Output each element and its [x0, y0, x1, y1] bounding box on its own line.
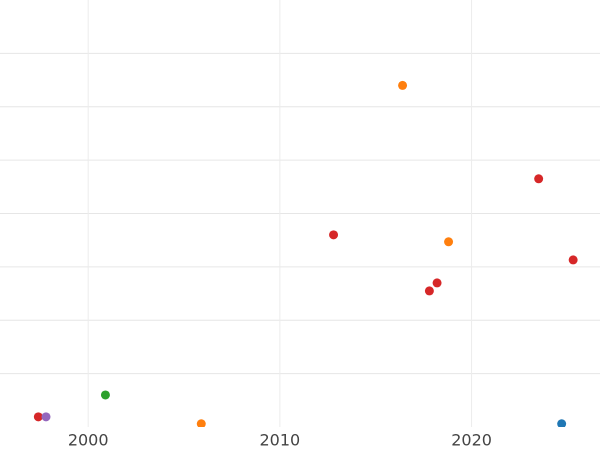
- point: [444, 237, 454, 247]
- point: [557, 419, 567, 427]
- point: [398, 80, 408, 90]
- point: [534, 174, 544, 184]
- x-tick-label: 2020: [451, 431, 492, 450]
- x-tick-label: 2000: [68, 431, 109, 450]
- point: [329, 230, 339, 240]
- point: [196, 419, 206, 427]
- plot-area: [33, 80, 578, 427]
- point: [100, 390, 110, 400]
- point: [432, 278, 442, 288]
- x-tick-label: 2010: [260, 431, 301, 450]
- grid: [0, 0, 600, 427]
- point: [33, 412, 43, 422]
- point: [424, 286, 434, 296]
- point: [568, 255, 578, 265]
- point: [41, 412, 51, 422]
